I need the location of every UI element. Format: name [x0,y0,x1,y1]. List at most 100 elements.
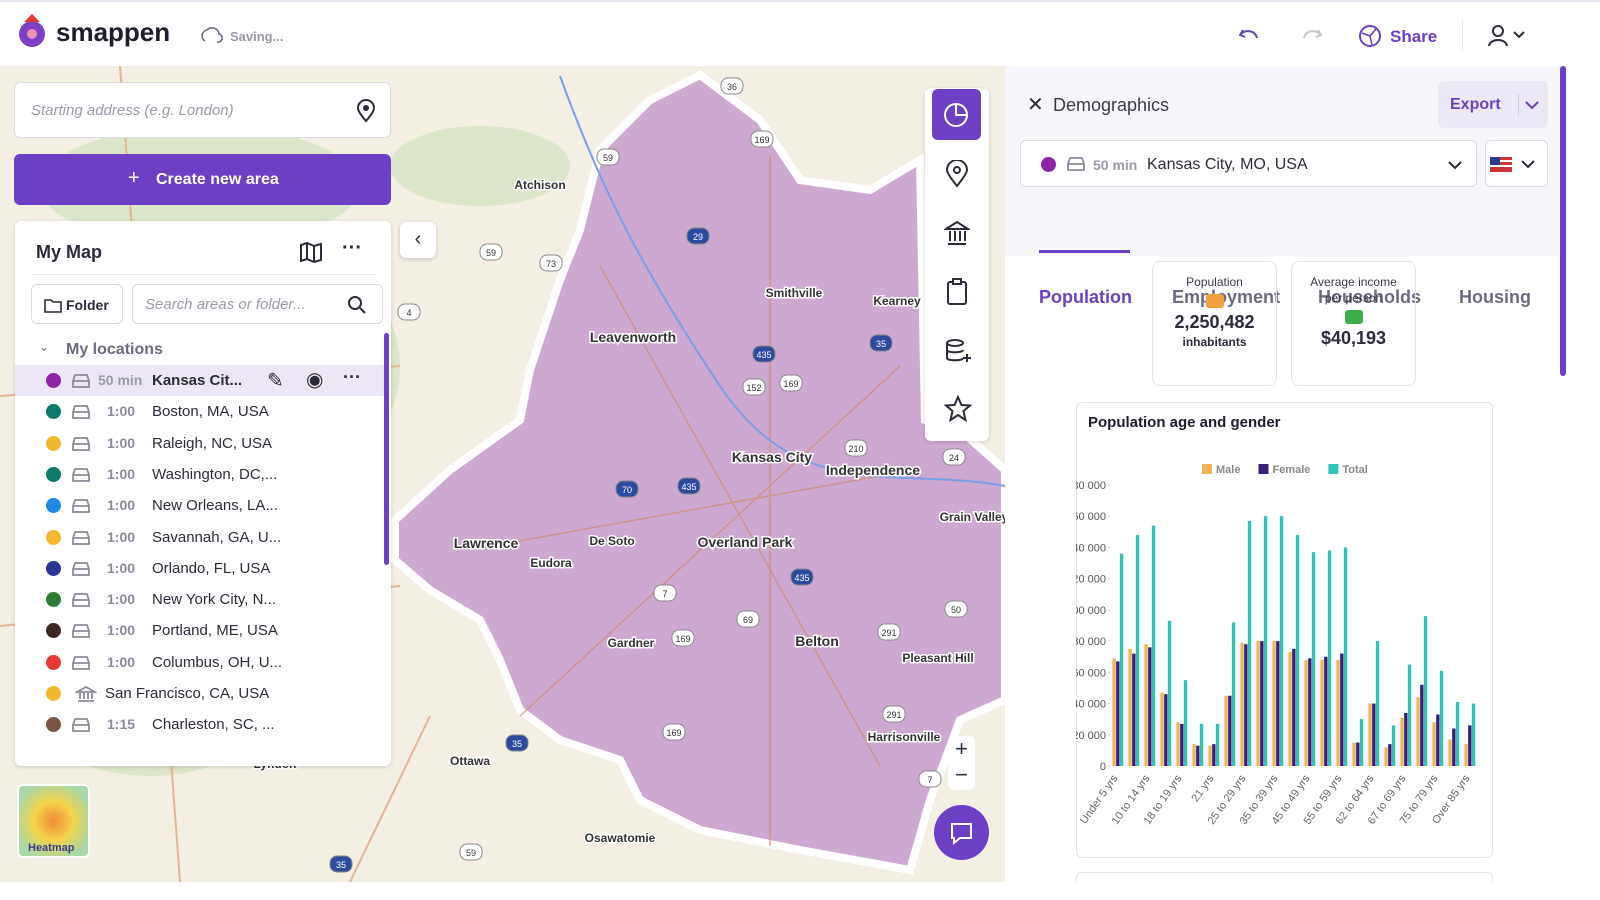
bar [1292,649,1295,766]
bar [1244,644,1247,766]
chat-button[interactable] [934,805,989,860]
place-label: Independence [826,462,920,478]
heatmap-button[interactable]: Heatmap [17,784,90,858]
road-number: 4 [406,308,411,318]
bar [1256,641,1259,766]
y-tick-label: 60 000 [1076,667,1106,679]
logo[interactable]: smappen [56,17,170,48]
location-row[interactable]: 1:00New Orleans, LA... [15,490,385,521]
folder-icon [44,297,62,313]
location-time: 1:00 [107,435,135,451]
visibility-button[interactable]: ◉ [306,367,323,392]
row-more-button[interactable]: ··· [343,367,361,388]
divider [1518,94,1519,116]
stat-card: Average income per person$40,193 [1291,261,1416,386]
bar [1296,535,1299,766]
area-select[interactable]: 50 min Kansas City, MO, USA [1020,140,1477,187]
map-view-button[interactable] [299,241,323,263]
location-name: Portland, ME, USA [152,622,278,639]
place-label: Kansas City [732,449,812,465]
place-label: Smithville [766,286,823,300]
redo[interactable] [1300,24,1324,46]
location-icon [70,654,92,672]
road-number: 24 [949,453,959,463]
location-icon [70,529,92,547]
export-button[interactable]: Export [1438,81,1548,128]
location-row[interactable]: 1:00Boston, MA, USA [15,396,385,427]
location-row[interactable]: San Francisco, CA, USA [15,678,385,709]
group-label[interactable]: My locations [66,341,163,359]
location-row[interactable]: 1:00 Portland, ME, USA [15,615,385,646]
bar [1368,704,1371,766]
location-row[interactable]: 1:00Columbus, OH, U... [15,647,385,678]
car-icon [1065,155,1087,173]
collapse-chevron[interactable]: ⌄ [39,340,49,354]
bar [1356,743,1359,766]
bar [1184,680,1187,766]
address-input[interactable]: Starting address (e.g. London) [14,82,391,138]
search-placeholder: Search areas or folder... [145,296,305,313]
user-menu[interactable] [1486,22,1530,50]
location-color [46,467,61,482]
location-row[interactable]: 50 minKansas Cit...✎◉··· [15,365,385,396]
institution-tool[interactable] [944,220,970,246]
edit-button[interactable]: ✎ [267,368,284,393]
location-row[interactable]: 1:00New York City, N... [15,584,385,615]
bar [1192,744,1195,766]
close-button[interactable]: ✕ [1027,92,1044,117]
location-time: 1:00 [107,560,135,576]
demographics-tool[interactable] [932,89,981,140]
road-number: 35 [336,860,346,870]
location-row[interactable]: 1:15Charleston, SC, ... [15,709,385,740]
stat-unit: inhabitants [1153,335,1276,349]
legend-label: Female [1272,464,1310,476]
location-time: 1:00 [107,622,135,638]
location-row[interactable]: 1:00Raleigh, NC, USA [15,428,385,459]
location-icon [70,560,92,578]
bar [1312,552,1315,766]
collapse-panel-button[interactable]: ‹ [400,222,436,258]
location-row[interactable]: 1:00Washington, DC,... [15,459,385,490]
country-select[interactable] [1485,140,1548,187]
stat-label: Population [1169,274,1260,290]
road-number: 291 [886,710,901,720]
bar [1320,660,1323,766]
place-label: Eudora [530,556,572,570]
location-row[interactable]: 1:00Orlando, FL, USA [15,553,385,584]
undo[interactable] [1237,24,1261,46]
export-chevron[interactable] [1522,96,1542,114]
share-button[interactable]: Share [1390,27,1437,47]
area-color [1041,157,1056,172]
create-area-button[interactable]: + Create new area [14,154,391,205]
poi-tool[interactable] [945,160,969,188]
tab[interactable]: Housing [1459,287,1531,308]
search-input[interactable]: Search areas or folder... [132,284,383,324]
bar [1120,554,1123,766]
tab[interactable]: Population [1039,287,1132,308]
divider [1462,20,1463,50]
location-color [46,592,61,607]
y-tick-label: 100 000 [1076,605,1106,617]
road-number: 35 [512,739,522,749]
stat-value: 2,250,482 [1153,312,1276,333]
bar [1352,743,1355,766]
report-tool[interactable] [946,278,970,306]
location-icon [70,497,92,515]
data-tool[interactable] [945,338,971,364]
more-button[interactable]: ··· [342,237,362,260]
chat-icon [934,805,989,860]
place-label: Gardner [608,636,655,650]
location-color [46,655,61,670]
road-number: 7 [927,775,932,785]
location-icon [70,716,92,734]
location-row[interactable]: 1:00Savannah, GA, U... [15,522,385,553]
bar [1232,622,1235,766]
location-name: New Orleans, LA... [152,497,278,514]
folder-button[interactable]: Folder [31,284,123,324]
y-tick-label: 140 000 [1076,542,1106,554]
place-label: Leavenworth [590,329,676,345]
location-list: 50 minKansas Cit...✎◉···1:00Boston, MA, … [15,365,391,755]
favorites-tool[interactable] [944,395,972,423]
zoom-controls[interactable]: +− [948,736,975,790]
